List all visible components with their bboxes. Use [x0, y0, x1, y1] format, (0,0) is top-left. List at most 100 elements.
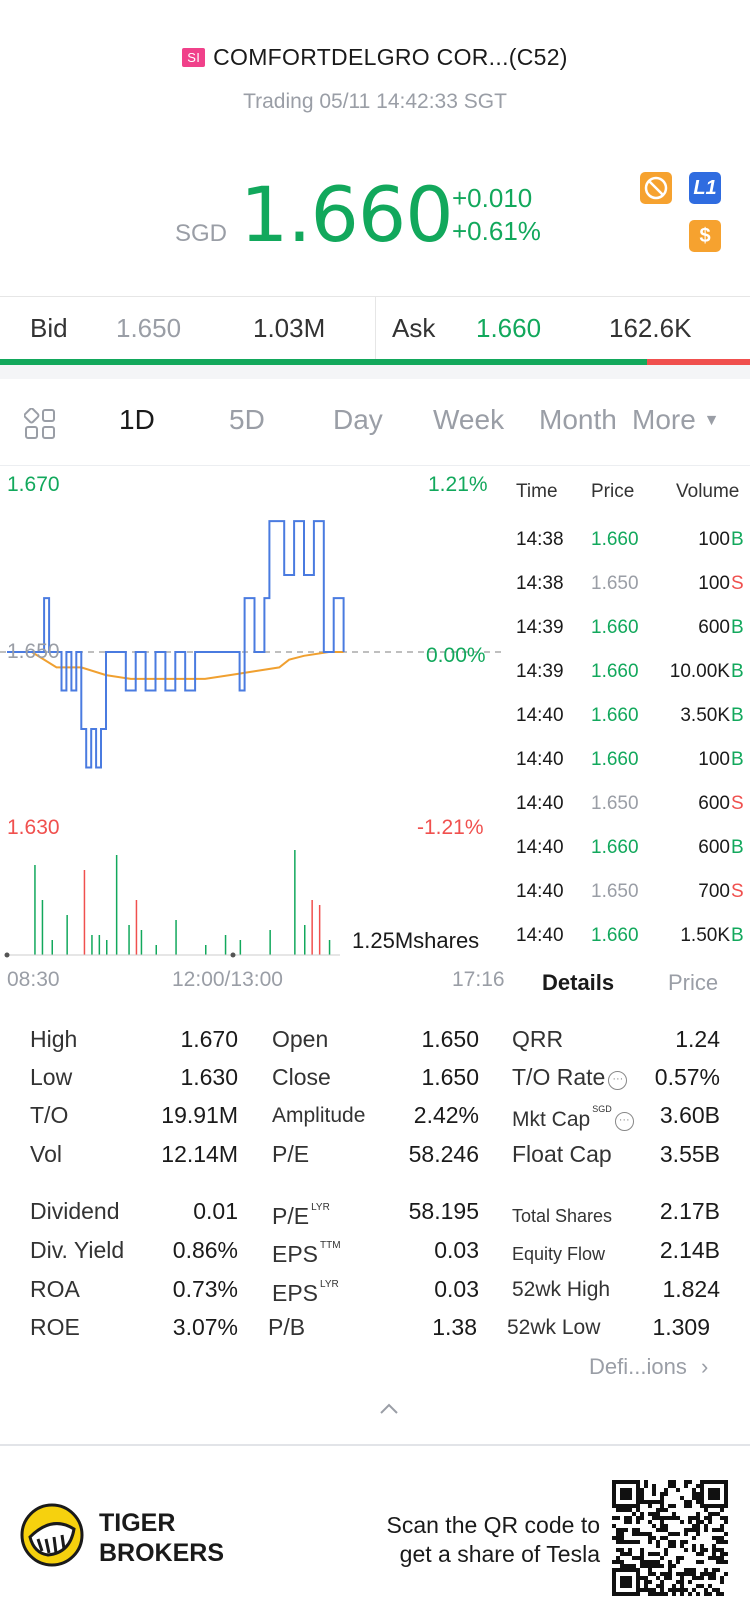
tick-price: 1.660 — [591, 925, 639, 946]
stat-pe-label: P/E — [272, 1141, 310, 1167]
volume-bar — [135, 900, 138, 955]
stat-eps-lyr-label: EPS LYR — [272, 1279, 339, 1306]
intraday-chart[interactable] — [0, 466, 510, 976]
tab-5d[interactable]: 5D — [229, 404, 265, 435]
y-low-label: 1.630 — [7, 816, 60, 839]
tick-time: 14:38 — [516, 529, 564, 550]
tick-price: 1.660 — [591, 749, 639, 770]
tick-side: B — [731, 661, 744, 682]
promo-text: Scan the QR code to get a share of Tesla — [340, 1511, 600, 1569]
stat-high-label: High — [30, 1026, 78, 1052]
level1-icon[interactable]: L1 — [689, 172, 721, 204]
volume-bar — [34, 865, 36, 955]
stat-vol-value: 12.14M — [161, 1141, 238, 1167]
stat-pb-label: P/B — [268, 1314, 306, 1340]
tab-week[interactable]: Week — [433, 404, 505, 435]
volume-bar — [294, 850, 296, 955]
collapse-icon[interactable] — [378, 1402, 400, 1421]
brand-name: TIGER BROKERS — [99, 1508, 224, 1568]
tick-side: B — [731, 749, 744, 770]
tick-time: 14:40 — [516, 881, 564, 902]
info-icon[interactable]: ··· — [614, 1112, 634, 1131]
stat-mkt-cap-label: Mkt Cap SGD··· — [512, 1104, 634, 1132]
tab-more[interactable]: More ▼ — [632, 404, 719, 436]
tab-day[interactable]: Day — [333, 404, 383, 435]
tick-volume: 600 — [698, 617, 730, 638]
volume-bar — [175, 920, 177, 955]
stock-title: SI COMFORTDELGRO COR...(C52) — [0, 44, 750, 71]
no-short-icon[interactable] — [640, 172, 672, 204]
volume-bar — [98, 935, 101, 955]
tab-1d[interactable]: 1D — [119, 404, 155, 435]
brand-line-2: BROKERS — [99, 1539, 225, 1567]
tick-volume: 1.50K — [680, 925, 730, 946]
stat-pb-value: 1.38 — [432, 1314, 477, 1340]
tick-price: 1.660 — [591, 705, 639, 726]
ask-price: 1.660 — [476, 313, 542, 343]
stat-close-value: 1.650 — [421, 1064, 479, 1090]
ask-label: Ask — [392, 313, 436, 343]
volume-bar — [106, 940, 108, 955]
stat-eps-lyr-value: 0.03 — [434, 1276, 479, 1302]
market-badge: SI — [182, 48, 206, 67]
y-mid-label: 1.650 — [7, 640, 60, 663]
chevron-down-icon: ▼ — [703, 412, 720, 429]
tick-time: 14:40 — [516, 925, 564, 946]
info-icon[interactable]: ··· — [608, 1071, 628, 1090]
volume-bar — [205, 945, 207, 955]
pct-mid-label: 0.00% — [426, 644, 486, 667]
tick-side: B — [731, 705, 744, 726]
tick-volume: 100 — [698, 573, 730, 594]
promo-line-2: get a share of Tesla — [399, 1541, 600, 1567]
trading-status: Trading 05/11 14:42:33 SGT — [243, 90, 507, 113]
dollar-icon[interactable]: $ — [689, 220, 721, 252]
volume-total-label: 1.25Mshares — [352, 928, 480, 953]
tick-volume: 10.00K — [669, 661, 730, 682]
volume-bars — [34, 850, 331, 955]
tick-time: 14:39 — [516, 661, 564, 682]
tick-side: S — [731, 573, 744, 594]
bid-price: 1.650 — [116, 313, 182, 343]
chart-layout-icon[interactable] — [23, 407, 56, 445]
tick-side: S — [731, 793, 744, 814]
ask-size: 162.6K — [609, 313, 692, 343]
stat-float-cap-label: Float Cap — [512, 1141, 612, 1167]
x-mid-label: 12:00/13:00 — [172, 968, 283, 991]
volume-bar — [83, 870, 86, 955]
tick-volume: 700 — [698, 881, 730, 902]
tick-time: 14:38 — [516, 573, 564, 594]
tick-price: 1.660 — [591, 837, 639, 858]
volume-bar — [318, 905, 321, 955]
tick-side: B — [731, 837, 744, 858]
stat-52wk-low-label: 52wk Low — [507, 1316, 601, 1339]
stat-equity-flow-value: 2.14B — [659, 1237, 720, 1263]
definitions-link[interactable]: Defi...ions › — [589, 1354, 708, 1380]
stat-qrr-label: QRR — [512, 1026, 564, 1052]
stat-high-value: 1.670 — [180, 1026, 238, 1052]
currency-label: SGD — [175, 220, 228, 247]
tick-volume: 100 — [698, 749, 730, 770]
stat-equity-flow-label: Equity Flow — [512, 1244, 606, 1264]
tick-time: 14:40 — [516, 793, 564, 814]
tab-month[interactable]: Month — [539, 404, 617, 435]
volume-bar — [155, 945, 157, 955]
definitions-label: Defi...ions — [589, 1354, 687, 1379]
change-percent: +0.61% — [452, 216, 541, 246]
ticks-header-volume: Volume — [676, 481, 740, 502]
tab-more-label: More — [632, 404, 696, 435]
chevron-right-icon: › — [700, 1354, 709, 1379]
tab-price[interactable]: Price — [668, 970, 719, 995]
tick-side: B — [731, 617, 744, 638]
volume-bar — [239, 940, 242, 955]
stat-total-shares-label: Total Shares — [512, 1206, 613, 1226]
tab-details[interactable]: Details — [542, 970, 615, 995]
stat-52wk-high-label: 52wk High — [512, 1278, 611, 1301]
stat-roa-value: 0.73% — [172, 1276, 238, 1302]
stat-to-value: 19.91M — [161, 1102, 238, 1128]
last-price: 1.660 — [240, 170, 454, 259]
stat-float-cap-value: 3.55B — [659, 1141, 720, 1167]
stat-amplitude-value: 2.42% — [413, 1102, 479, 1128]
tick-time: 14:40 — [516, 837, 564, 858]
stat-low-value: 1.630 — [180, 1064, 238, 1090]
volume-bar — [311, 900, 313, 955]
